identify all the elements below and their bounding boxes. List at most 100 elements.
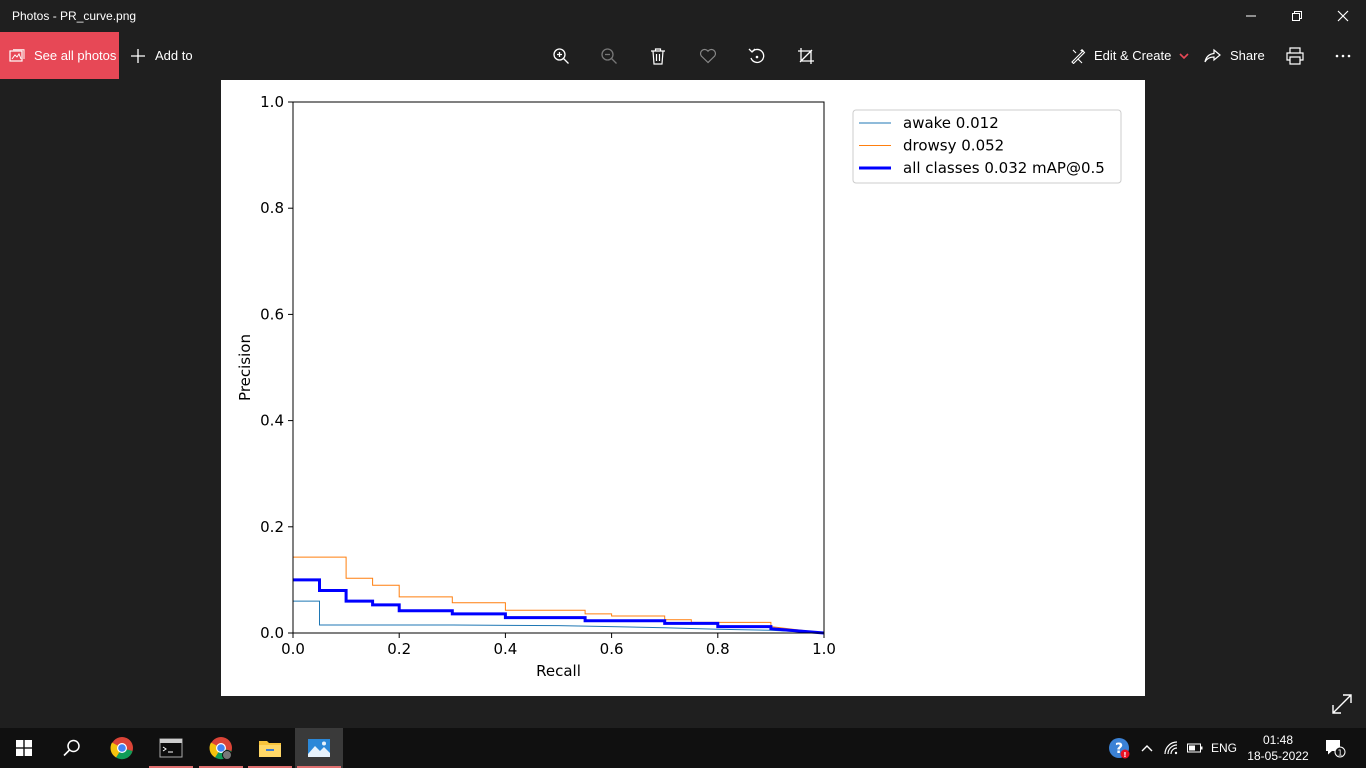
clock-time: 01:48 xyxy=(1262,733,1294,747)
zoom-out-button[interactable] xyxy=(597,44,621,68)
restore-icon xyxy=(1292,11,1302,21)
window-title: Photos - PR_curve.png xyxy=(12,9,137,23)
print-button[interactable] xyxy=(1283,44,1307,68)
running-indicator xyxy=(297,766,341,768)
legend-label-2: all classes 0.032 mAP@0.5 xyxy=(903,159,1105,177)
x-tick-label: 0.4 xyxy=(493,640,517,658)
rotate-icon xyxy=(748,48,765,64)
pr-curve-chart: 0.0 0.2 0.4 0.6 0.8 1.0 0.0 0.2 0.4 0.6 0.8 1.0 Rec… xyxy=(236,93,1122,680)
notification-count: 1 xyxy=(1337,749,1342,758)
zoom-in-button[interactable] xyxy=(549,44,573,68)
running-indicator xyxy=(248,766,292,768)
taskbar-file-explorer[interactable] xyxy=(246,728,294,768)
photos-icon xyxy=(9,48,25,62)
start-button[interactable] xyxy=(0,728,48,768)
x-tick-label: 0.8 xyxy=(706,640,730,658)
windows-icon xyxy=(16,740,32,756)
plus-icon xyxy=(131,48,145,63)
search-button[interactable] xyxy=(48,728,96,768)
taskbar-chrome-profile[interactable] xyxy=(197,728,245,768)
chart-legend: awake 0.012 drowsy 0.052 all classes 0.032… xyxy=(852,109,1122,184)
y-tick-label: 0.8 xyxy=(260,199,284,217)
see-all-photos-button[interactable]: See all photos xyxy=(0,32,119,79)
photos-toolbar: See all photos Add to Edit & Create Shar… xyxy=(0,32,1366,79)
printer-icon xyxy=(1286,47,1304,65)
fullscreen-button[interactable] xyxy=(1330,692,1354,716)
search-icon xyxy=(63,739,80,757)
y-tick-label: 0.6 xyxy=(260,305,284,323)
share-label: Share xyxy=(1230,48,1265,63)
add-to-button[interactable]: Add to xyxy=(130,32,193,79)
taskbar-photos[interactable] xyxy=(295,728,343,768)
heart-icon xyxy=(699,48,717,64)
minimize-icon xyxy=(1246,15,1256,17)
restore-button[interactable] xyxy=(1274,0,1320,32)
chrome-icon xyxy=(110,737,133,760)
legend-label-1: drowsy 0.052 xyxy=(903,137,1004,155)
svg-text:!: ! xyxy=(1123,751,1126,759)
y-axis-label: Precision xyxy=(236,334,254,401)
edit-create-label: Edit & Create xyxy=(1094,48,1172,63)
close-icon xyxy=(1337,10,1349,22)
taskbar-chrome[interactable] xyxy=(98,728,146,768)
trash-icon xyxy=(651,48,665,65)
more-options-button[interactable] xyxy=(1331,44,1355,68)
zoom-in-icon xyxy=(553,48,569,64)
title-bar: Photos - PR_curve.png xyxy=(0,0,1366,32)
see-all-photos-label: See all photos xyxy=(34,48,117,63)
series-line-0 xyxy=(293,600,825,634)
image-viewer: 0.0 0.2 0.4 0.6 0.8 1.0 0.0 0.2 0.4 0.6 0.8 1.0 Rec… xyxy=(221,80,1145,696)
action-center-button[interactable]: 1 xyxy=(1320,728,1350,768)
x-tick-label: 0.2 xyxy=(387,640,411,658)
delete-button[interactable] xyxy=(646,44,670,68)
x-axis-label: Recall xyxy=(536,662,581,680)
close-button[interactable] xyxy=(1320,0,1366,32)
help-tray-icon[interactable]: ?! xyxy=(1106,728,1132,768)
minimize-button[interactable] xyxy=(1228,0,1274,32)
battery-tray-icon[interactable] xyxy=(1184,728,1206,768)
taskbar: ?! ENG 01:48 18-05-2022 1 xyxy=(0,728,1366,768)
terminal-icon xyxy=(159,738,183,758)
y-tick-label: 1.0 xyxy=(260,93,284,111)
crop-button[interactable] xyxy=(794,44,818,68)
x-tick-label: 0.6 xyxy=(600,640,624,658)
favorite-button[interactable] xyxy=(696,44,720,68)
share-icon xyxy=(1204,48,1221,62)
series-line-1 xyxy=(293,556,825,634)
plot-frame xyxy=(292,101,825,634)
x-tick-label: 0.0 xyxy=(281,640,305,658)
x-tick-label: 1.0 xyxy=(812,640,836,658)
taskbar-terminal[interactable] xyxy=(147,728,195,768)
folder-icon xyxy=(259,741,281,757)
battery-icon xyxy=(1187,743,1203,753)
y-tick-label: 0.4 xyxy=(260,412,284,430)
y-tick-label: 0.0 xyxy=(260,624,284,642)
svg-text:?: ? xyxy=(1115,741,1123,757)
chevron-up-icon xyxy=(1141,745,1153,752)
show-hidden-icons-button[interactable] xyxy=(1136,728,1158,768)
series-line-2 xyxy=(293,578,825,635)
edit-create-button[interactable]: Edit & Create xyxy=(1070,32,1189,79)
share-button[interactable]: Share xyxy=(1204,32,1265,79)
photos-app-icon xyxy=(308,739,330,757)
input-language[interactable]: ENG xyxy=(1210,741,1237,755)
help-icon: ?! xyxy=(1109,738,1130,759)
legend-box xyxy=(852,109,1122,184)
rotate-button[interactable] xyxy=(745,44,769,68)
chevron-down-icon xyxy=(1179,52,1189,59)
running-indicator xyxy=(149,766,193,768)
wifi-icon xyxy=(1164,741,1178,755)
network-tray-icon[interactable] xyxy=(1160,728,1184,768)
add-to-label: Add to xyxy=(155,48,193,63)
chrome-profile-icon xyxy=(209,737,232,760)
clock-date: 18-05-2022 xyxy=(1247,749,1309,763)
notification-icon: 1 xyxy=(1326,740,1346,758)
zoom-out-icon xyxy=(601,48,617,64)
running-indicator xyxy=(199,766,243,768)
crop-icon xyxy=(798,48,814,64)
y-tick-label: 0.2 xyxy=(260,518,284,536)
edit-create-icon xyxy=(1071,48,1086,64)
expand-icon xyxy=(1332,694,1352,714)
legend-label-0: awake 0.012 xyxy=(903,114,999,132)
clock[interactable]: 01:48 18-05-2022 xyxy=(1244,732,1312,764)
